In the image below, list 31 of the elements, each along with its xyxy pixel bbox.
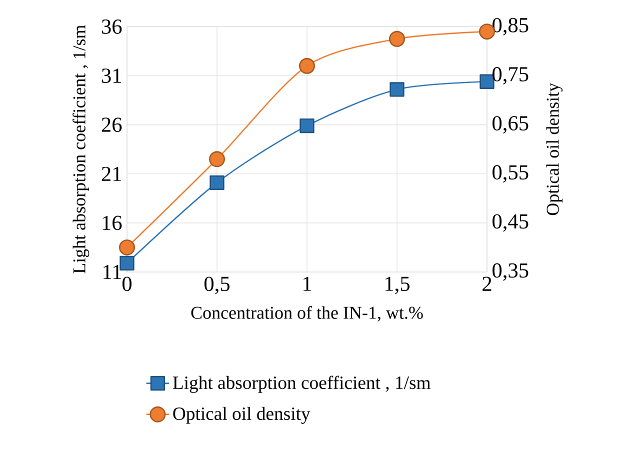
point (300, 118, 314, 134)
y-tick-label: 36 (102, 20, 122, 34)
y-axis-title: Light absorption coefficient , 1/sm (72, 25, 90, 274)
y2-tick-label: 0,45 (492, 214, 528, 232)
y-tick-label: 11 (104, 264, 122, 280)
y-tick-label: 16 (102, 216, 122, 230)
point (119, 239, 136, 256)
x-tick-label: 2 (482, 276, 492, 291)
legend-label: Light absorption coefficient , 1/sm (172, 376, 431, 393)
y-tick-label: 26 (102, 118, 122, 132)
y2-tick-label: 0,85 (492, 18, 528, 36)
point (299, 58, 316, 74)
point (120, 256, 134, 271)
x-tick-label: 1 (304, 276, 312, 291)
point (210, 175, 224, 190)
y2-tick-label: 0,65 (492, 116, 528, 134)
point (390, 82, 404, 97)
x-tick-label: 1,5 (386, 276, 410, 294)
y-tick-label: 21 (102, 166, 122, 181)
y2-tick-label: 0,55 (492, 165, 528, 183)
x-tick-label: 0 (122, 276, 132, 292)
point (480, 74, 494, 89)
point (389, 30, 406, 47)
y-tick-label: 31 (102, 68, 122, 83)
x-axis-title: Concentration of the IN-1, wt.% (191, 306, 423, 322)
y2-axis-title: Optical oil density (546, 82, 563, 216)
y2-tick-label: 0,75 (492, 67, 528, 84)
y2-tick-label: 0,35 (492, 263, 528, 281)
point (209, 151, 226, 168)
x-tick-label: 0,5 (204, 276, 230, 294)
legend-label: Optical oil density (173, 406, 310, 424)
